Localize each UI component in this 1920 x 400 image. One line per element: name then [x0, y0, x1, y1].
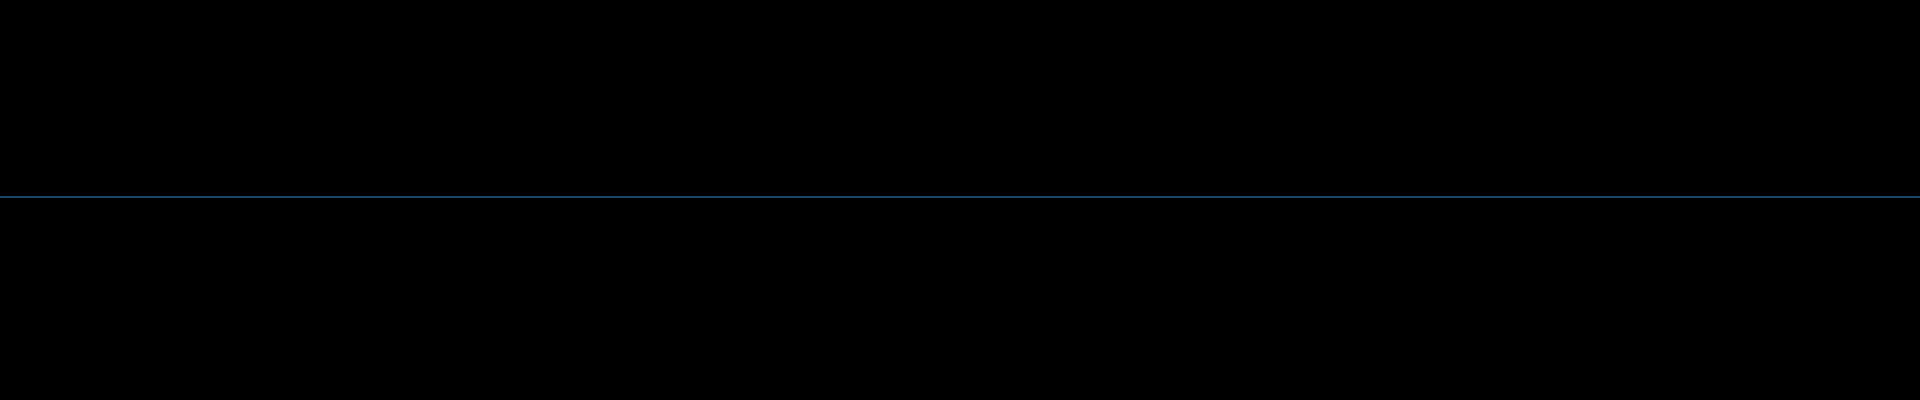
audio-waveform-viewer[interactable]	[0, 0, 1920, 400]
waveform-background	[0, 0, 1920, 400]
waveform-plot	[0, 0, 1920, 400]
